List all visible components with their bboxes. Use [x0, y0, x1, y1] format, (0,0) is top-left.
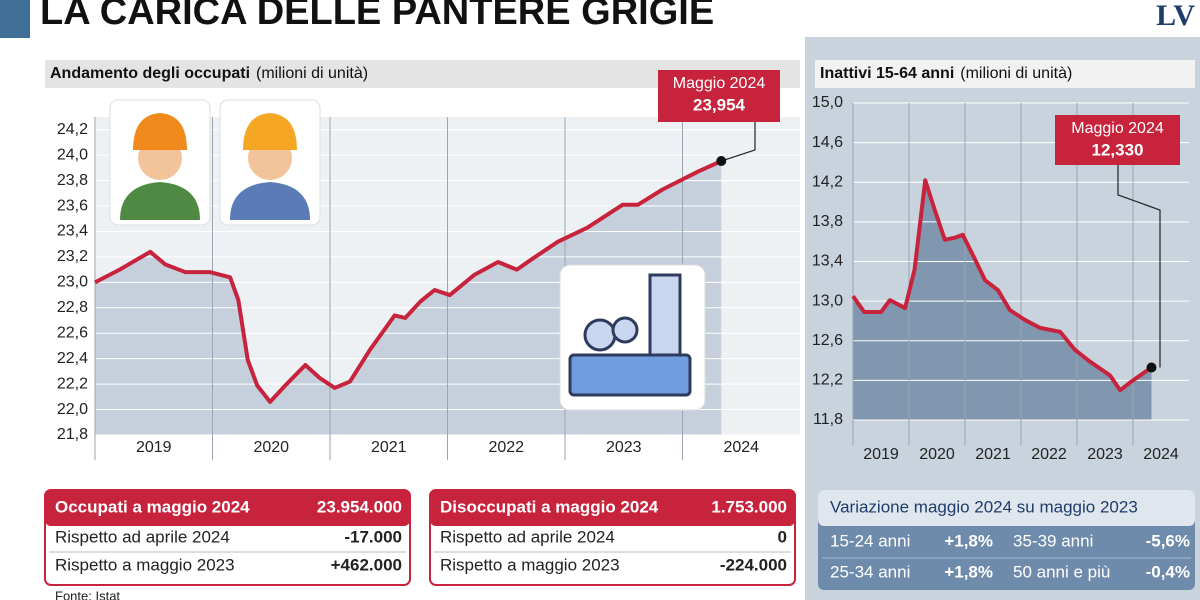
y-tick-label: 23,8 — [57, 172, 88, 189]
variation-cell: -5,6% — [1146, 531, 1190, 550]
x-tick-label: 2022 — [1031, 446, 1067, 463]
x-tick-label: 2024 — [723, 439, 759, 456]
box-row-value: -224.000 — [720, 555, 787, 574]
page-title: LA CARICA DELLE PANTERE GRIGIE — [40, 0, 714, 33]
x-tick-label: 2019 — [136, 439, 172, 456]
variation-cell: 25-34 anni — [830, 562, 910, 581]
box-header-label: Disoccupati a maggio 2024 — [440, 497, 659, 516]
y-tick-label: 14,6 — [812, 134, 843, 151]
line — [851, 178, 1153, 393]
box-header-value: 1.753.000 — [711, 497, 787, 516]
chart-title: Inattivi 15-64 anni (milioni di unità) — [820, 65, 1072, 82]
y-tick-label: 23,4 — [57, 223, 88, 240]
annotation-connector — [1117, 165, 1161, 368]
box-row-value: -17.000 — [344, 527, 402, 546]
annotation-label: 12,330 — [1092, 140, 1144, 159]
y-tick-label: 24,0 — [57, 146, 88, 163]
annotation-point — [716, 156, 727, 167]
chart-title-main: Andamento degli occupati — [50, 65, 250, 82]
y-tick-label: 22,0 — [57, 401, 88, 418]
y-tick-label: 23,6 — [57, 197, 88, 214]
title-marker — [0, 0, 30, 38]
x-tick-label: 2023 — [1087, 446, 1123, 463]
box-header — [430, 490, 795, 526]
chart-title: Andamento degli occupati (milioni di unit… — [50, 65, 368, 82]
y-tick-label: 13,4 — [812, 253, 843, 270]
variation-cell: 50 anni e più — [1013, 562, 1110, 581]
y-tick-label: 22,6 — [57, 324, 88, 341]
annotation-connector — [721, 122, 756, 162]
chart-subtitle: (milioni di unità) — [960, 65, 1072, 82]
chart-header — [815, 60, 1195, 88]
x-tick-label: 2020 — [253, 439, 289, 456]
box-header-label: Occupati a maggio 2024 — [55, 497, 250, 516]
workers-icon — [109, 99, 321, 226]
logo: LV — [1156, 0, 1195, 32]
x-tick-label: 2023 — [606, 439, 642, 456]
annotation-text: Maggio 2024 — [673, 75, 766, 92]
y-tick-label: 24,2 — [57, 121, 88, 138]
chart-subtitle: (milioni di unità) — [256, 65, 368, 82]
x-tick-label: 2022 — [488, 439, 524, 456]
variation-header — [818, 490, 1195, 526]
y-tick-label: 23,2 — [57, 248, 88, 265]
x-tick-label: 2021 — [371, 439, 407, 456]
variation-cell: -0,4% — [1146, 562, 1190, 581]
variation-title: Variazione maggio 2024 su maggio 2023 — [830, 497, 1138, 516]
x-tick-label: 2020 — [919, 446, 955, 463]
annotation-text: Maggio 2024 — [1071, 120, 1164, 137]
y-tick-label: 12,6 — [812, 332, 843, 349]
x-tick-label: 2019 — [863, 446, 899, 463]
box-header-value: 23.954.000 — [317, 497, 402, 516]
box-row-label: Rispetto a maggio 2023 — [55, 555, 235, 574]
box-header — [45, 490, 410, 526]
y-tick-label: 23,0 — [57, 274, 88, 291]
y-tick-label: 22,2 — [57, 375, 88, 392]
annotation-box — [658, 70, 780, 122]
annotation-box — [1055, 115, 1180, 165]
y-tick-label: 14,2 — [812, 173, 843, 190]
box-row-label: Rispetto ad aprile 2024 — [440, 527, 615, 546]
y-tick-label: 11,8 — [813, 411, 843, 428]
y-tick-label: 15,0 — [812, 94, 843, 111]
y-tick-label: 21,8 — [57, 426, 88, 443]
line — [94, 159, 723, 404]
factory-icon — [559, 264, 706, 411]
box-row-value: +462.000 — [331, 555, 402, 574]
annotation-point — [1146, 362, 1157, 373]
chart-title-main: Inattivi 15-64 anni — [820, 65, 954, 82]
x-tick-label: 2024 — [1143, 446, 1179, 463]
x-tick-label: 2021 — [975, 446, 1011, 463]
box-row-label: Rispetto a maggio 2023 — [440, 555, 620, 574]
y-tick-label: 13,0 — [812, 292, 843, 309]
variation-cell: +1,8% — [944, 562, 993, 581]
y-tick-label: 22,8 — [57, 299, 88, 316]
variation-cell: 35-39 anni — [1013, 531, 1093, 550]
source: Fonte: Istat — [55, 588, 120, 600]
box-row-value: 0 — [778, 527, 787, 546]
variation-cell: +1,8% — [944, 531, 993, 550]
annotation-label: 23,954 — [693, 95, 746, 114]
y-tick-label: 12,2 — [812, 372, 843, 389]
box-row-label: Rispetto ad aprile 2024 — [55, 527, 230, 546]
y-tick-label: 13,8 — [812, 213, 843, 230]
variation-cell: 15-24 anni — [830, 531, 910, 550]
y-tick-label: 22,4 — [57, 350, 88, 367]
